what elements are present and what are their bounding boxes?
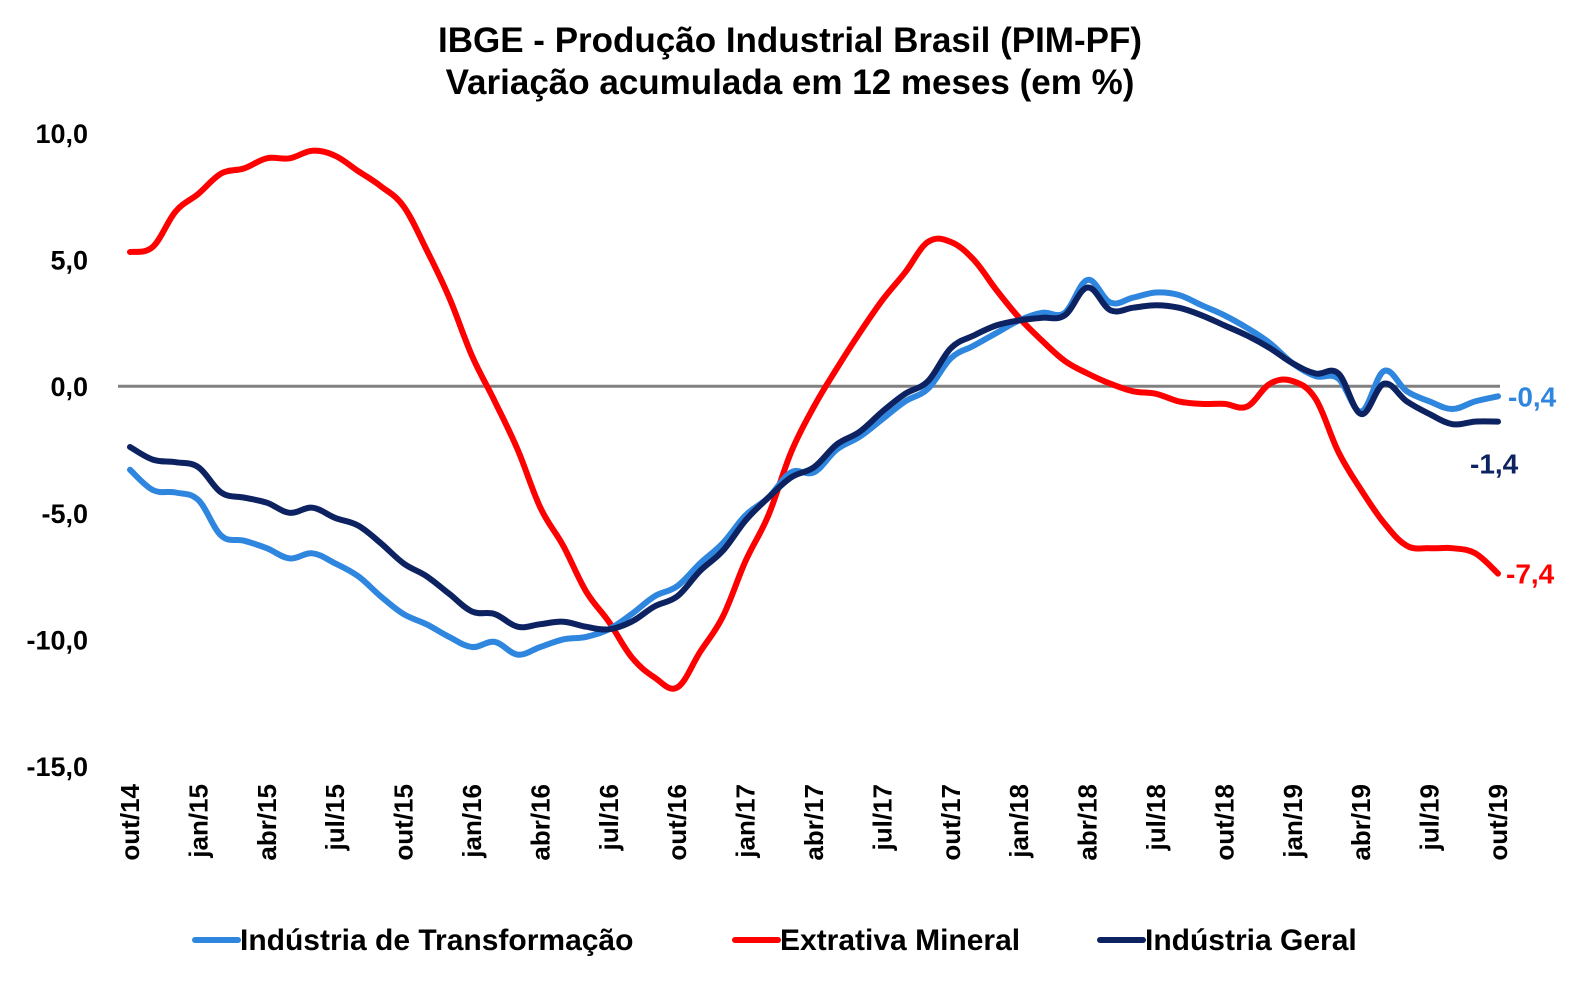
end-label-2: -1,4	[1470, 449, 1519, 480]
y-tick-label: -10,0	[26, 625, 88, 655]
legend-label-1: Extrativa Mineral	[780, 924, 1020, 957]
x-tick-label: jan/15	[183, 784, 213, 859]
y-axis-ticks: 10,0 5,0 0,0 -5,0 -10,0 -15,0	[26, 119, 88, 782]
x-tick-label: abr/18	[1073, 784, 1103, 861]
x-tick-label: abr/17	[799, 784, 829, 861]
x-tick-label: jul/15	[320, 784, 350, 851]
x-tick-label: out/15	[389, 784, 419, 861]
y-tick-label: 5,0	[50, 246, 88, 276]
y-tick-label: -15,0	[26, 752, 88, 782]
end-labels: -0,4 -7,4 -1,4	[1470, 381, 1557, 589]
x-tick-label: jul/17	[867, 784, 897, 851]
x-tick-label: out/14	[115, 783, 145, 860]
series-line-0	[127, 276, 1501, 658]
legend-label-2: Indústria Geral	[1145, 924, 1357, 957]
chart-title: IBGE - Produção Industrial Brasil (PIM-P…	[438, 21, 1142, 60]
x-tick-label: jul/16	[594, 784, 624, 851]
y-tick-label: 0,0	[50, 372, 88, 402]
x-tick-label: out/19	[1483, 784, 1513, 861]
x-tick-label: out/16	[662, 784, 692, 861]
y-tick-label: -5,0	[41, 499, 88, 529]
x-tick-label: jan/16	[457, 784, 487, 859]
legend: Indústria de Transformação Extrativa Mine…	[192, 924, 1357, 957]
series-line-2	[127, 284, 1501, 633]
chart-subtitle: Variação acumulada em 12 meses (em %)	[446, 63, 1135, 102]
x-tick-label: abr/19	[1346, 784, 1376, 861]
series-line-1	[127, 147, 1501, 692]
x-tick-label: abr/16	[525, 784, 555, 861]
x-tick-label: jan/19	[1278, 784, 1308, 859]
legend-label-0: Indústria de Transformação	[240, 924, 633, 957]
x-tick-label: jul/18	[1141, 784, 1171, 851]
x-tick-label: out/18	[1209, 784, 1239, 861]
x-tick-label: out/17	[936, 784, 966, 861]
x-tick-label: abr/15	[252, 784, 282, 861]
x-tick-label: jan/17	[731, 784, 761, 859]
y-tick-label: 10,0	[35, 119, 88, 149]
x-tick-label: jul/19	[1415, 784, 1445, 851]
end-label-1: -7,4	[1506, 559, 1555, 590]
series-lines	[127, 147, 1501, 692]
x-axis-ticks: out/14 jan/15 abr/15 jul/15 out/15 jan/16 abr/…	[115, 783, 1513, 860]
end-label-0: -0,4	[1508, 381, 1557, 412]
x-tick-label: jan/18	[1004, 784, 1034, 859]
